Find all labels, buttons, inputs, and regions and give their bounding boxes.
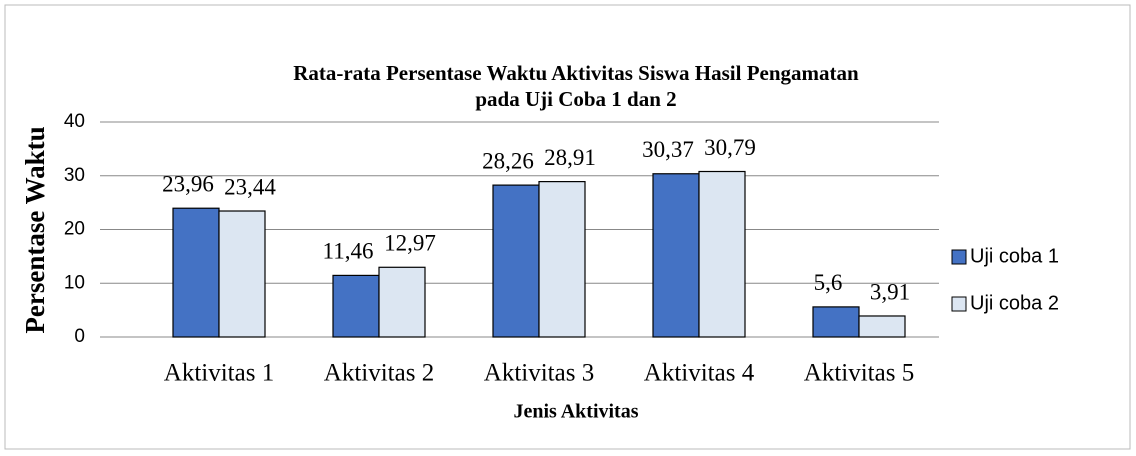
bar xyxy=(218,210,266,338)
bar xyxy=(698,170,746,338)
bar xyxy=(378,266,426,338)
y-tick-label: 0 xyxy=(74,326,85,347)
legend-swatch xyxy=(951,249,967,265)
bar xyxy=(332,274,380,338)
y-tick-label: 40 xyxy=(64,111,85,132)
value-label: 28,91 xyxy=(544,145,596,170)
value-label: 3,91 xyxy=(870,279,910,304)
chart-title: pada Uji Coba 1 dan 2 xyxy=(475,87,676,111)
x-tick-label: Aktivitas 5 xyxy=(804,360,914,387)
bar xyxy=(172,207,220,338)
legend-label: Uji coba 2 xyxy=(970,292,1059,314)
x-tick-label: Aktivitas 2 xyxy=(324,360,434,387)
value-label: 30,37 xyxy=(642,137,694,162)
y-tick-label: 30 xyxy=(64,165,85,186)
y-tick-label: 20 xyxy=(64,219,85,240)
value-label: 28,26 xyxy=(482,148,534,173)
value-label: 11,46 xyxy=(323,239,374,264)
x-tick-label: Aktivitas 3 xyxy=(484,360,594,387)
value-label: 12,97 xyxy=(384,231,436,256)
y-axis-title: Persentase Waktu xyxy=(20,126,50,333)
bar xyxy=(652,173,700,338)
y-tick-label: 10 xyxy=(64,272,85,293)
value-label: 5,6 xyxy=(814,270,843,295)
legend-label: Uji coba 1 xyxy=(970,245,1059,267)
x-tick-label: Aktivitas 1 xyxy=(164,360,274,387)
value-label: 23,44 xyxy=(224,174,276,199)
bar xyxy=(538,181,586,338)
value-label: 23,96 xyxy=(162,171,214,196)
chart-title: Rata-rata Persentase Waktu Aktivitas Sis… xyxy=(293,61,859,85)
bar xyxy=(492,184,540,338)
legend-swatch xyxy=(951,296,967,312)
bar xyxy=(858,315,906,338)
value-label: 30,79 xyxy=(704,135,756,160)
x-tick-label: Aktivitas 4 xyxy=(644,360,755,387)
x-axis-title: Jenis Aktivitas xyxy=(513,401,638,423)
bar xyxy=(812,306,860,338)
